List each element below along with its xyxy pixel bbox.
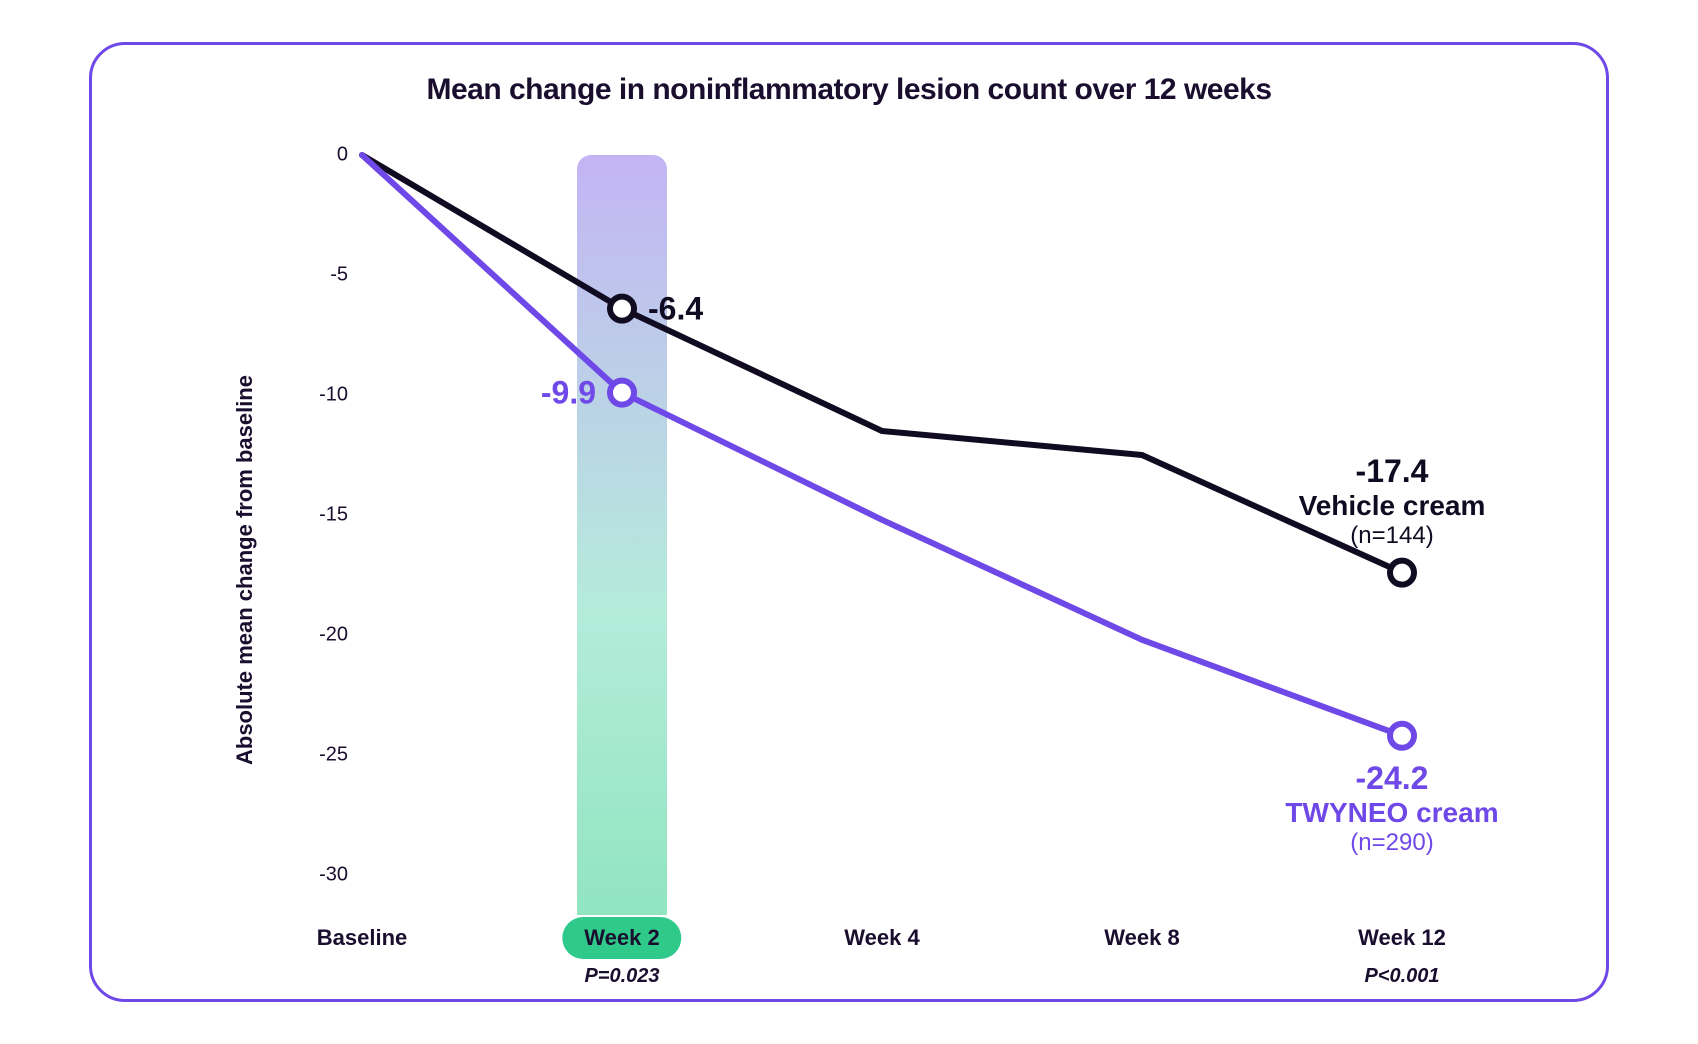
series-end-value: -24.2 [1285,760,1498,797]
series-end-label: -17.4Vehicle cream(n=144) [1299,453,1486,550]
y-tick-label: -5 [288,264,348,287]
series-n-label: (n=144) [1299,522,1486,550]
series-line [362,155,1402,573]
x-tick-label: Baseline [295,917,430,959]
y-axis-label: Absolute mean change from baseline [232,375,258,765]
series-marker [610,297,634,321]
y-tick-label: -20 [288,624,348,647]
y-tick-label: 0 [288,144,348,167]
series-end-value: -17.4 [1299,453,1486,490]
series-marker [1390,561,1414,585]
series-end-label: -24.2TWYNEO cream(n=290) [1285,760,1498,857]
series-name: Vehicle cream [1299,490,1486,522]
p-value-label: P<0.001 [1364,965,1439,988]
series-line [362,155,1402,736]
series-marker [1390,724,1414,748]
x-tick-label: Week 4 [822,917,941,959]
x-tick-label: Week 8 [1082,917,1201,959]
x-tick-label: Week 12 [1336,917,1468,959]
y-tick-label: -10 [288,384,348,407]
x-tick-label: Week 2 [562,917,681,959]
plot-area: 0-5-10-15-20-25-30BaselineWeek 2P=0.023W… [362,155,1512,875]
data-point-label: -6.4 [648,290,703,327]
data-point-label: -9.9 [541,374,596,411]
p-value-label: P=0.023 [584,965,659,988]
chart-title: Mean change in noninflammatory lesion co… [92,73,1606,107]
series-n-label: (n=290) [1285,829,1498,857]
series-name: TWYNEO cream [1285,797,1498,829]
y-tick-label: -15 [288,504,348,527]
y-tick-label: -30 [288,864,348,887]
chart-card: Mean change in noninflammatory lesion co… [89,42,1609,1002]
series-marker [610,381,634,405]
y-tick-label: -25 [288,744,348,767]
